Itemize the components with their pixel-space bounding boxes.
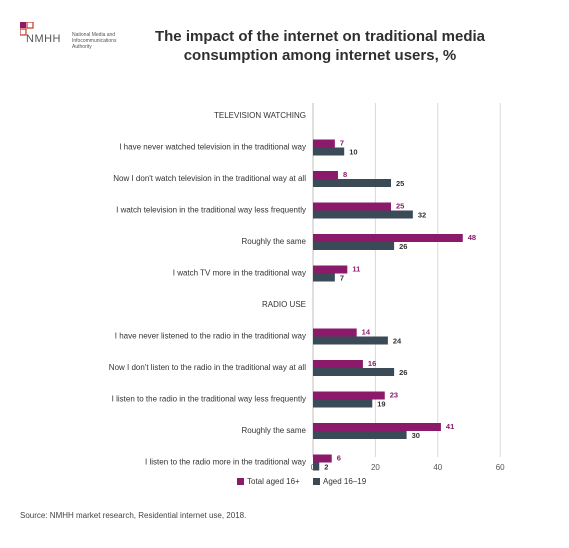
legend-label-aged: Aged 16–19 (323, 477, 367, 486)
category-label: Roughly the same (242, 426, 307, 435)
data-label-aged: 7 (340, 274, 344, 283)
data-label-total: 7 (340, 139, 344, 148)
bar-total (313, 234, 463, 242)
bar-total (313, 139, 335, 148)
category-label: I listen to the radio in the traditional… (112, 395, 306, 404)
bar-total (313, 328, 357, 337)
legend-swatch-aged (313, 478, 320, 485)
data-label-aged: 30 (412, 431, 420, 440)
data-label-aged: 10 (349, 148, 357, 157)
data-label-total: 48 (468, 233, 476, 242)
logo-subtitle: National Media and Infocommunications Au… (72, 32, 117, 50)
category-label: I watch TV more in the traditional way (173, 269, 306, 278)
data-label-total: 16 (368, 359, 376, 368)
nmhh-logo: NMHH National Media and Infocommunicatio… (20, 22, 130, 62)
source-note: Source: NMHH market research, Residentia… (20, 511, 247, 520)
category-label: I watch television in the traditional wa… (116, 206, 306, 215)
bar-aged (313, 273, 335, 282)
data-label-total: 6 (337, 454, 341, 463)
bar-aged (313, 147, 345, 156)
bar-total (313, 391, 385, 400)
data-label-aged: 24 (393, 337, 402, 346)
data-label-total: 23 (390, 391, 398, 400)
data-label-aged: 25 (396, 179, 404, 188)
bar-total (313, 454, 332, 463)
data-label-total: 25 (396, 202, 404, 211)
data-label-total: 41 (446, 422, 454, 431)
bar-aged (313, 431, 407, 439)
bar-total (313, 265, 348, 274)
bar-aged (313, 368, 395, 376)
bar-aged (313, 336, 388, 345)
logo-mark-icon (20, 22, 34, 36)
data-label-aged: 2 (324, 463, 328, 472)
category-label: I listen to the radio more in the tradit… (145, 458, 306, 467)
legend-swatch-total (237, 478, 244, 485)
category-label: Now I don't watch television in the trad… (113, 174, 306, 183)
bar-total (313, 423, 441, 431)
x-tick-label: 20 (371, 463, 380, 472)
legend-label-total: Total aged 16+ (247, 477, 300, 486)
bar-aged (313, 399, 373, 408)
bar-aged (313, 179, 391, 187)
bar-aged (313, 210, 413, 219)
category-label: Now I don't listen to the radio in the t… (109, 363, 306, 372)
data-label-total: 14 (362, 328, 371, 337)
data-label-total: 8 (343, 170, 347, 179)
x-tick-label: 40 (433, 463, 442, 472)
section-header: TELEVISION WATCHING (214, 111, 306, 120)
data-label-total: 11 (352, 265, 360, 274)
bar-aged (313, 242, 395, 250)
section-header: RADIO USE (262, 300, 306, 309)
category-label: Roughly the same (242, 237, 307, 246)
logo-word: NMHH (26, 33, 61, 45)
bar-total (313, 202, 391, 211)
chart-title: The impact of the internet on traditiona… (140, 27, 500, 65)
x-tick-label: 60 (496, 463, 505, 472)
data-label-aged: 26 (399, 368, 407, 377)
category-label: I have never watched television in the t… (119, 143, 306, 152)
bar-total (313, 360, 363, 368)
data-label-aged: 19 (377, 400, 385, 409)
bar-total (313, 171, 338, 179)
data-label-aged: 32 (418, 211, 426, 220)
data-label-aged: 26 (399, 242, 407, 251)
category-label: I have never listened to the radio in th… (115, 332, 306, 341)
chart-title-line-1: The impact of the internet on traditiona… (154, 28, 486, 45)
bar-aged (313, 462, 320, 471)
chart-title-line-2: consumption among internet users, % (183, 47, 457, 64)
